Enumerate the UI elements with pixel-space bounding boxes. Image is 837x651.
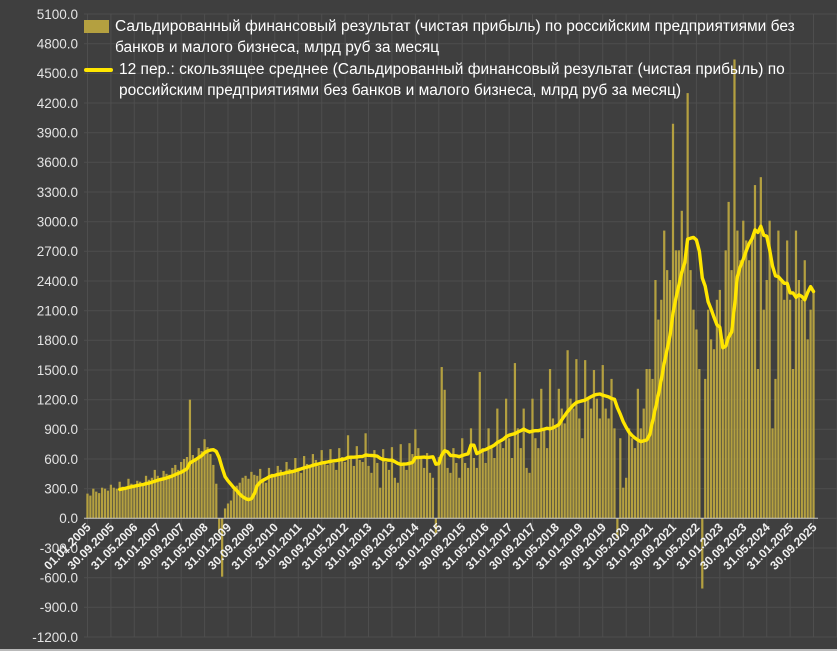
svg-text:1800.0: 1800.0 [37,333,78,348]
svg-text:-900.0: -900.0 [40,600,78,615]
svg-text:-1200.0: -1200.0 [32,630,78,645]
legend-item-bar-series: Сальдированный финансовый результат (чис… [84,16,834,58]
svg-text:3000.0: 3000.0 [37,215,78,230]
chart-window: 5100.0 4800.0 4500.0 4200.0 3900.0 3600.0 3300… [0,0,837,651]
svg-text:4800.0: 4800.0 [37,37,78,52]
chart-legend: Сальдированный финансовый результат (чис… [84,16,834,102]
svg-text:600.0: 600.0 [44,452,78,467]
moving-average-label: 12 пер.: скользящее среднее (Сальдирован… [119,59,834,101]
bar-series [86,59,814,588]
svg-text:1200.0: 1200.0 [37,393,78,408]
svg-text:2100.0: 2100.0 [37,304,78,319]
svg-text:0.0: 0.0 [59,511,78,526]
svg-text:1500.0: 1500.0 [37,363,78,378]
svg-text:4200.0: 4200.0 [37,96,78,111]
svg-text:-600.0: -600.0 [40,571,78,586]
svg-text:4500.0: 4500.0 [37,66,78,81]
line-series-swatch-icon [84,68,113,72]
legend-item-moving-average: 12 пер.: скользящее среднее (Сальдирован… [84,59,834,101]
svg-text:2700.0: 2700.0 [37,244,78,259]
bar-series-label: Сальдированный финансовый результат (чис… [115,16,834,58]
svg-text:3900.0: 3900.0 [37,126,78,141]
svg-text:900.0: 900.0 [44,422,78,437]
svg-text:3300.0: 3300.0 [37,185,78,200]
bar-series-swatch-icon [84,20,109,33]
svg-text:2400.0: 2400.0 [37,274,78,289]
svg-text:300.0: 300.0 [44,482,78,497]
svg-text:5100.0: 5100.0 [37,7,78,22]
svg-text:3600.0: 3600.0 [37,155,78,170]
